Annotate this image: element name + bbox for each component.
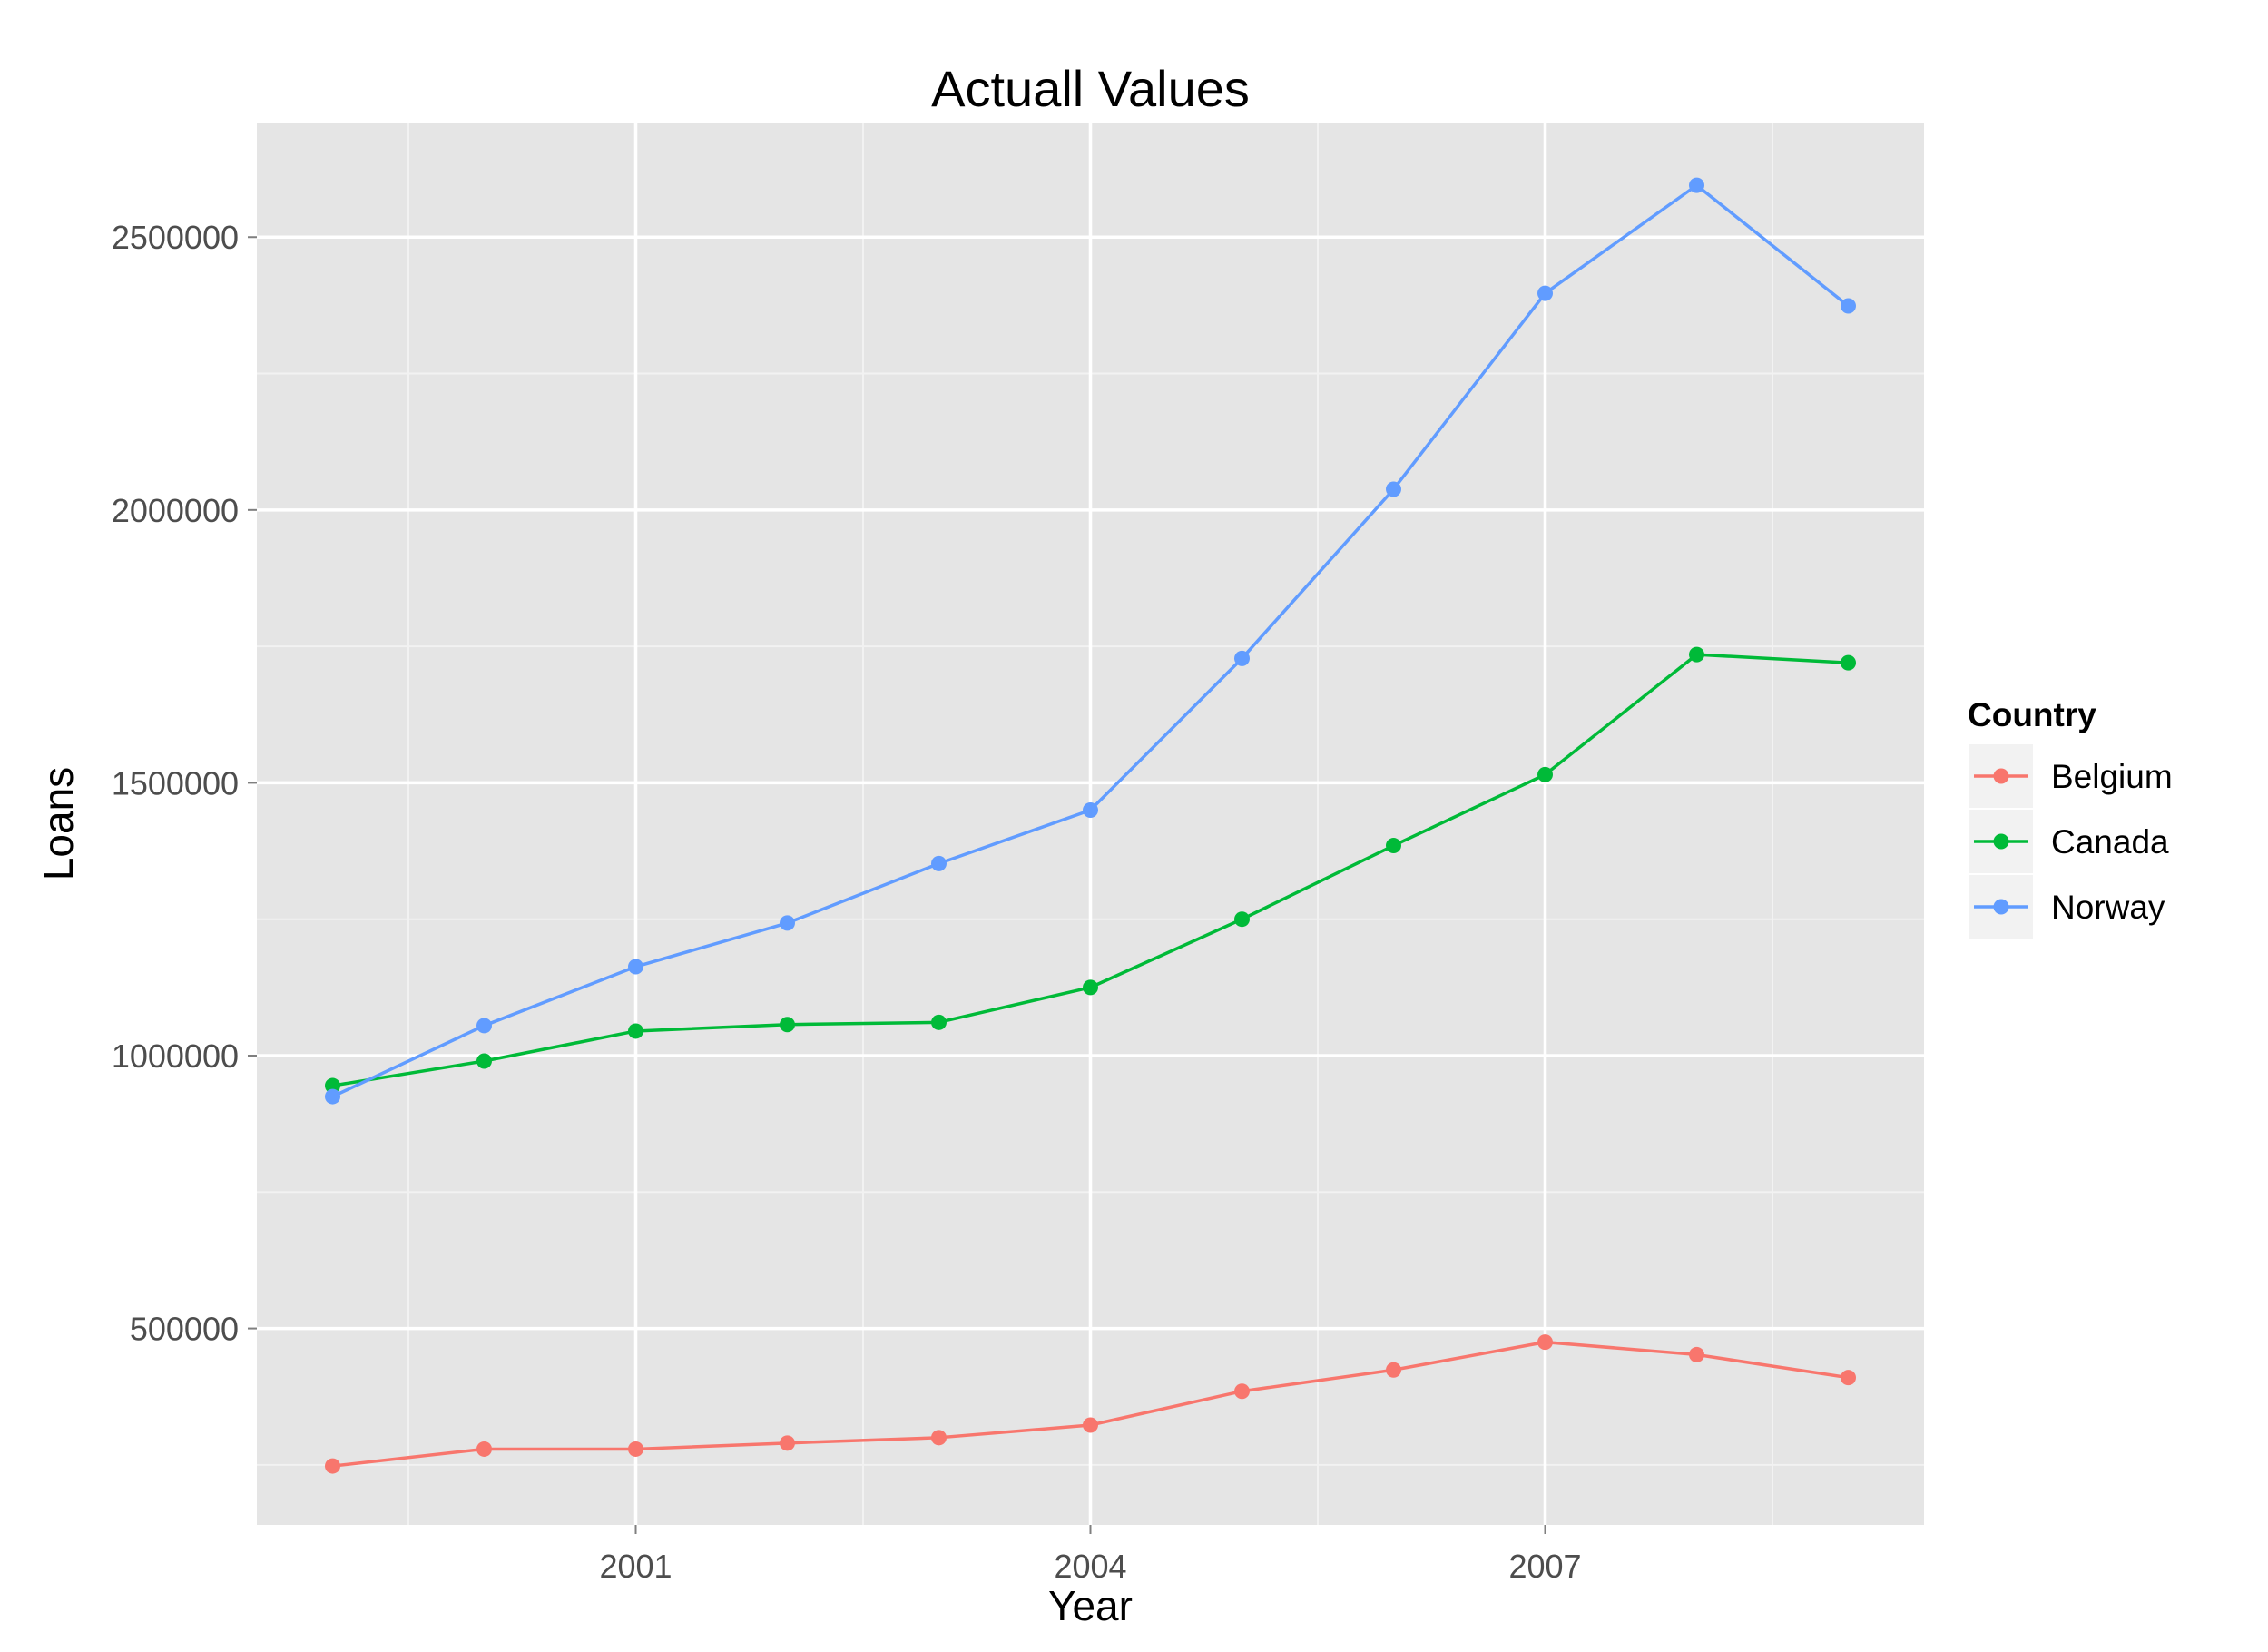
y-axis-title: Loans [34, 767, 82, 880]
data-point-norway [931, 855, 947, 871]
data-point-canada [1537, 766, 1553, 782]
data-point-belgium [1689, 1346, 1704, 1362]
data-point-norway [476, 1018, 492, 1034]
data-point-belgium [476, 1441, 492, 1457]
data-point-norway [1083, 801, 1098, 818]
series-norway [325, 177, 1856, 1105]
y-tick-label: 500000 [130, 1311, 239, 1348]
data-point-belgium [780, 1435, 795, 1451]
data-point-belgium [1537, 1334, 1553, 1351]
chart-title: Actuall Values [931, 60, 1250, 117]
data-point-norway [325, 1088, 340, 1105]
data-point-canada [1386, 838, 1401, 854]
legend-key-point [1993, 899, 2009, 915]
data-point-norway [1689, 177, 1704, 193]
data-point-canada [628, 1023, 643, 1039]
legend-label-belgium: Belgium [2051, 758, 2173, 795]
legend-item-canada: Canada [1969, 810, 2169, 873]
legend-label-canada: Canada [2051, 823, 2169, 860]
y-tick-label: 2500000 [112, 219, 239, 256]
data-point-norway [780, 915, 795, 931]
data-point-belgium [931, 1430, 947, 1446]
legend-item-belgium: Belgium [1969, 744, 2173, 808]
y-tick-label: 2000000 [112, 492, 239, 529]
legend-key-point [1993, 833, 2009, 850]
legend: Country Belgium Canada Norway [1968, 696, 2173, 939]
legend-key-point [1993, 768, 2009, 784]
y-tick-label: 1500000 [112, 764, 239, 801]
x-axis-title: Year [1048, 1582, 1133, 1629]
series-layer [325, 177, 1856, 1474]
data-point-canada [476, 1053, 492, 1069]
x-tick-label: 2004 [1054, 1548, 1126, 1585]
data-point-norway [1386, 481, 1401, 497]
y-axis: 500000 1000000 1500000 2000000 2500000 [112, 219, 257, 1348]
data-point-norway [628, 959, 643, 975]
x-axis: 2001 2004 2007 [599, 1525, 1582, 1585]
data-point-canada [1083, 979, 1098, 996]
data-point-belgium [325, 1458, 340, 1474]
data-point-norway [1537, 285, 1553, 301]
data-point-belgium [628, 1441, 643, 1457]
data-point-canada [1234, 911, 1250, 928]
series-canada [325, 646, 1856, 1094]
y-tick-label: 1000000 [112, 1037, 239, 1075]
series-belgium [325, 1334, 1856, 1474]
x-tick-label: 2001 [599, 1548, 672, 1585]
legend-label-norway: Norway [2051, 889, 2165, 926]
legend-item-norway: Norway [1969, 875, 2165, 939]
data-point-canada [931, 1014, 947, 1030]
data-point-belgium [1083, 1417, 1098, 1433]
data-point-norway [1234, 650, 1250, 666]
data-point-belgium [1234, 1383, 1250, 1400]
data-point-belgium [1841, 1370, 1856, 1386]
data-point-norway [1841, 298, 1856, 314]
data-point-canada [1689, 646, 1704, 663]
data-point-canada [1841, 654, 1856, 671]
major-gridlines [257, 123, 1924, 1525]
data-point-canada [325, 1077, 340, 1094]
x-tick-label: 2007 [1508, 1548, 1581, 1585]
legend-title: Country [1968, 696, 2096, 733]
data-point-belgium [1386, 1362, 1401, 1378]
data-point-canada [780, 1017, 795, 1033]
legend-items: Belgium Canada Norway [1969, 744, 2173, 939]
